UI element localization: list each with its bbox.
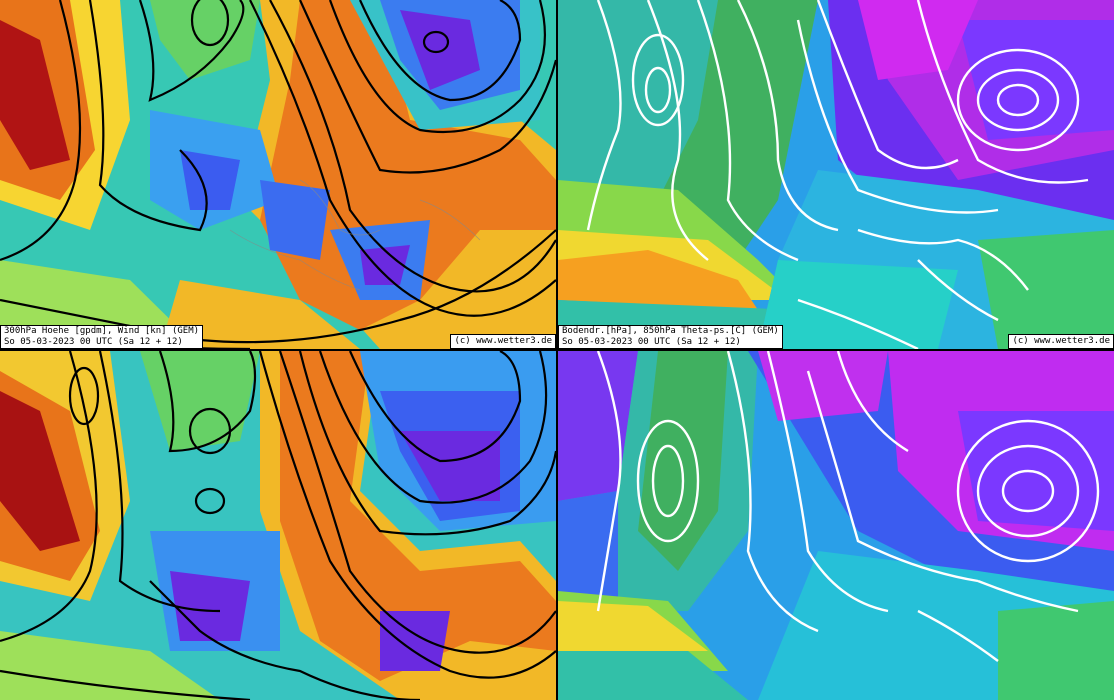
- theta-field: [558, 0, 1114, 349]
- wind-speed-field: [0, 351, 556, 700]
- map-caption: 300hPa Hoehe [gpdm], Wind [kn] (GEM) So …: [0, 325, 204, 349]
- map-caption: Bodendr.[hPa], 850hPa Theta-ps.[C] (GEM)…: [558, 325, 783, 349]
- caption-title: Bodendr.[hPa], 850hPa Theta-ps.[C] (GEM): [562, 326, 779, 336]
- map-surface-pressure-theta-top: Bodendr.[hPa], 850hPa Theta-ps.[C] (GEM)…: [558, 0, 1114, 349]
- map-300hpa-height-wind-bottom: [0, 351, 556, 700]
- caption-title: 300hPa Hoehe [gpdm], Wind [kn] (GEM): [4, 326, 200, 336]
- caption-timestamp: So 05-03-2023 00 UTC (Sa 12 + 12): [562, 337, 741, 347]
- panel-divider-horizontal: [0, 349, 1114, 351]
- map-surface-pressure-theta-bottom: [558, 351, 1114, 700]
- map-credit: (c) www.wetter3.de: [1008, 334, 1114, 349]
- theta-field: [558, 351, 1114, 700]
- caption-timestamp: So 05-03-2023 00 UTC (Sa 12 + 12): [4, 337, 183, 347]
- wind-speed-field: [0, 0, 556, 349]
- map-credit: (c) www.wetter3.de: [450, 334, 556, 349]
- map-300hpa-height-wind-top: 300hPa Hoehe [gpdm], Wind [kn] (GEM) So …: [0, 0, 556, 349]
